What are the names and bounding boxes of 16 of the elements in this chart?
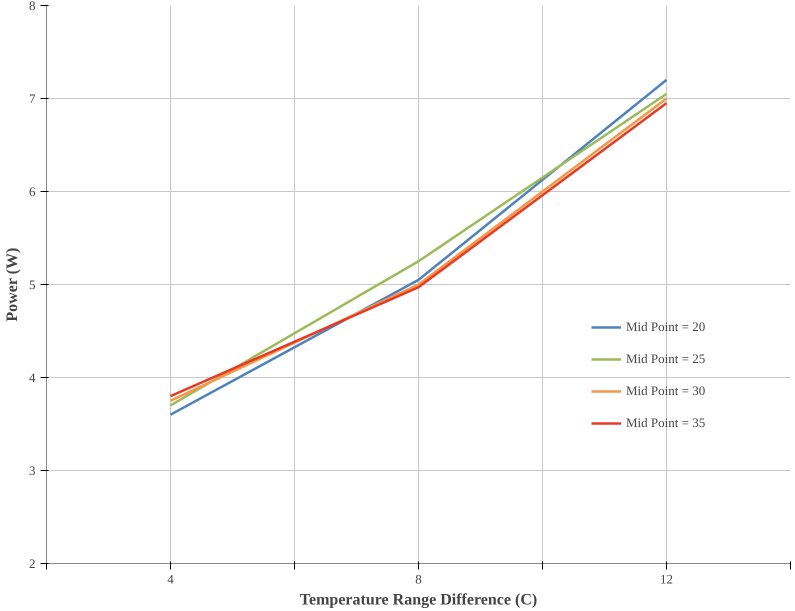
legend-label: Mid Point = 30 — [626, 383, 706, 399]
y-tick-label: 3 — [29, 463, 36, 478]
legend-label: Mid Point = 25 — [626, 351, 706, 367]
y-tick-label: 4 — [29, 370, 36, 385]
x-tick-label: 8 — [415, 572, 422, 586]
y-tick-label: 6 — [29, 184, 36, 199]
y-tick-label: 8 — [29, 0, 36, 13]
x-axis-title: Temperature Range Difference (C) — [300, 592, 538, 608]
legend-label: Mid Point = 20 — [626, 319, 706, 335]
y-axis-title: Power (W) — [4, 248, 21, 322]
y-tick-label: 7 — [29, 91, 36, 106]
x-tick-label: 12 — [660, 572, 673, 586]
y-tick-label: 5 — [29, 277, 36, 292]
legend-label: Mid Point = 35 — [626, 415, 706, 431]
y-tick-label: 2 — [29, 556, 36, 571]
x-tick-label: 4 — [167, 572, 174, 586]
